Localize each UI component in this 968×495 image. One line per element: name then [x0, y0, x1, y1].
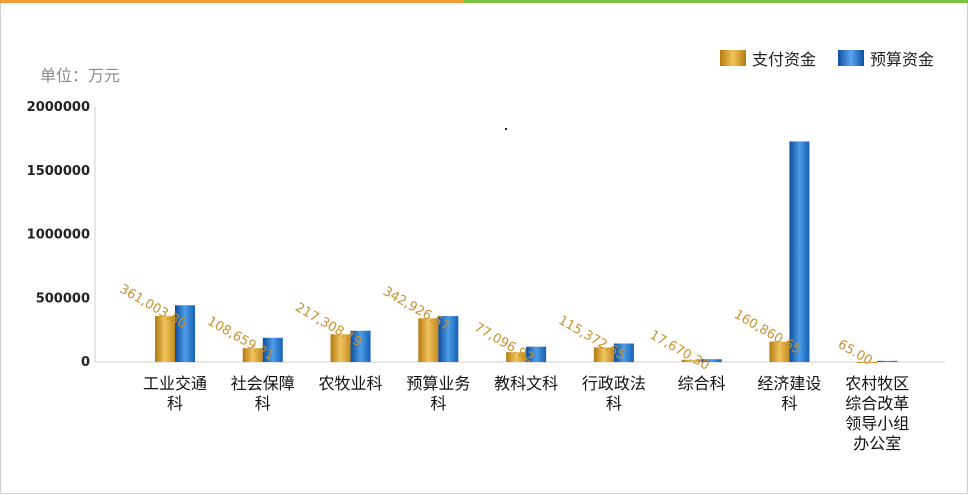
bar-series-2[interactable]	[613, 343, 634, 362]
x-category-label: 综合改革	[845, 394, 909, 413]
unit-label: 单位：万元	[40, 66, 121, 85]
y-tick-label: 500000	[36, 291, 90, 306]
legend-label-series-1: 支付资金	[751, 50, 816, 69]
y-tick-label: 0	[81, 355, 90, 370]
x-category-label: 社会保障	[231, 374, 295, 393]
x-category-label: 教科文科	[494, 374, 558, 393]
x-category-label: 农牧业科	[319, 374, 383, 393]
stray-dot	[505, 128, 507, 130]
y-tick-label: 1500000	[27, 164, 90, 179]
bar-series-1[interactable]	[681, 359, 702, 362]
x-category-label: 科	[781, 394, 797, 413]
bar-series-1[interactable]	[769, 341, 790, 362]
data-label-series-1: 342,926.57	[380, 284, 452, 334]
bar-series-1[interactable]	[330, 334, 351, 362]
bar-series-2[interactable]	[262, 337, 283, 362]
data-label-series-1: 77,096.92	[471, 320, 536, 366]
x-category-label: 工业交通	[143, 374, 207, 393]
data-label-series-1: 17,670.30	[647, 328, 712, 374]
bar-series-2[interactable]	[877, 360, 898, 362]
bar-series-2[interactable]	[350, 330, 371, 362]
chart-legend: 支付资金 预算资金	[719, 46, 934, 70]
top-accent-bar-green	[463, 0, 968, 3]
x-category-label: 办公室	[853, 434, 901, 453]
data-label-series-1: 65.00	[835, 337, 875, 369]
x-category-label: 综合科	[678, 374, 726, 393]
bar-series-2[interactable]	[526, 346, 547, 362]
legend-swatch-series-1	[719, 50, 746, 66]
bar-series-2[interactable]	[701, 359, 722, 362]
legend-item-series-2[interactable]: 预算资金	[837, 46, 934, 70]
legend-swatch-series-2	[837, 50, 864, 66]
legend-item-series-1[interactable]: 支付资金	[719, 46, 816, 70]
data-label-series-1: 115,372.65	[556, 313, 628, 363]
top-accent-bar-orange	[0, 0, 463, 3]
y-tick-label: 1000000	[27, 228, 90, 243]
x-category-label: 科	[606, 394, 622, 413]
y-tick-label: 2000000	[27, 100, 90, 115]
x-category-label: 农村牧区	[845, 374, 909, 393]
legend-label-series-2: 预算资金	[869, 50, 934, 69]
x-category-label: 经济建设	[757, 374, 821, 393]
x-category-label: 科	[167, 394, 183, 413]
bar-series-1[interactable]	[418, 318, 439, 362]
bar-series-2[interactable]	[175, 305, 195, 362]
bar-series-1[interactable]	[857, 361, 878, 363]
bar-series-2[interactable]	[789, 141, 810, 362]
bar-series-1[interactable]	[506, 352, 527, 362]
bar-series-2[interactable]	[438, 316, 459, 362]
x-category-label: 科	[255, 394, 271, 413]
bar-series-1[interactable]	[155, 315, 175, 362]
x-category-label: 行政政法	[582, 374, 646, 393]
x-category-label: 领导小组	[845, 414, 909, 433]
bar-series-1[interactable]	[242, 348, 263, 362]
x-category-label: 预算业务	[406, 374, 470, 393]
bar-series-1[interactable]	[593, 347, 614, 362]
data-label-series-1: 217,308.19	[292, 300, 364, 350]
x-category-label: 科	[430, 394, 446, 413]
